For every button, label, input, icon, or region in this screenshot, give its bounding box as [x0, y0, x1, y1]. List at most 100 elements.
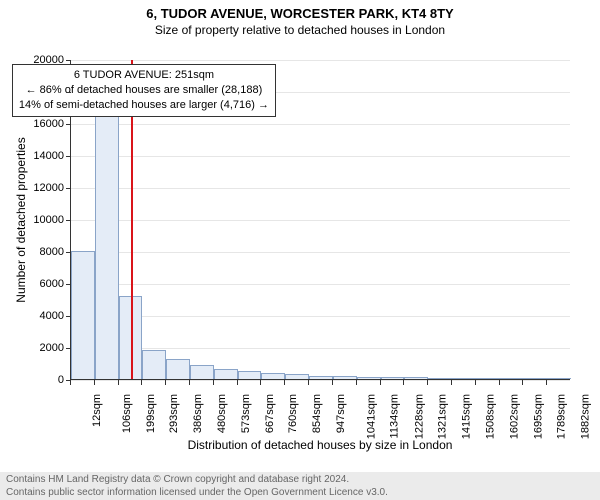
x-tick-label: 199sqm — [145, 394, 157, 433]
x-tick-label: 667sqm — [264, 394, 276, 433]
plot-area: 6 TUDOR AVENUE: 251sqm ← 86% of detached… — [70, 60, 570, 380]
x-tick-mark — [237, 380, 238, 385]
histogram-bar — [309, 376, 333, 379]
x-tick-mark — [499, 380, 500, 385]
x-tick-label: 1041sqm — [365, 394, 377, 439]
gridline — [71, 284, 570, 285]
histogram-bar — [95, 107, 119, 379]
gridline — [71, 316, 570, 317]
histogram-bar — [261, 373, 285, 379]
x-tick-label: 1228sqm — [413, 394, 425, 439]
x-tick-label: 1134sqm — [388, 394, 400, 438]
y-tick-label: 8000 — [4, 246, 64, 258]
x-tick-mark — [356, 380, 357, 385]
x-tick-mark — [308, 380, 309, 385]
y-tick-label: 6000 — [4, 278, 64, 290]
y-tick-mark — [66, 252, 71, 253]
x-tick-label: 386sqm — [192, 394, 204, 433]
histogram-bar — [71, 251, 95, 379]
x-tick-label: 1882sqm — [579, 394, 591, 439]
histogram-bar — [476, 378, 500, 379]
gridline — [71, 60, 570, 61]
x-tick-label: 1415sqm — [460, 394, 472, 439]
x-tick-label: 1321sqm — [437, 394, 449, 439]
x-tick-mark — [165, 380, 166, 385]
x-tick-mark — [380, 380, 381, 385]
y-tick-label: 14000 — [4, 150, 64, 162]
footer-line-2: Contains public sector information licen… — [6, 486, 594, 499]
annotation-line-1: 6 TUDOR AVENUE: 251sqm — [19, 68, 269, 83]
histogram-bar — [523, 378, 547, 379]
x-tick-mark — [94, 380, 95, 385]
x-tick-mark — [427, 380, 428, 385]
gridline — [71, 188, 570, 189]
y-tick-mark — [66, 316, 71, 317]
gridline — [71, 348, 570, 349]
chart-title: 6, TUDOR AVENUE, WORCESTER PARK, KT4 8TY — [0, 0, 600, 21]
x-tick-label: 12sqm — [91, 394, 103, 427]
x-tick-label: 293sqm — [169, 394, 181, 433]
histogram-bar — [333, 376, 357, 379]
y-tick-mark — [66, 60, 71, 61]
histogram-bar — [547, 378, 571, 379]
x-tick-label: 573sqm — [240, 394, 252, 433]
y-tick-label: 4000 — [4, 310, 64, 322]
histogram-bar — [500, 378, 524, 379]
annotation-box: 6 TUDOR AVENUE: 251sqm ← 86% of detached… — [12, 64, 276, 117]
histogram-bar — [357, 377, 381, 379]
x-tick-mark — [451, 380, 452, 385]
histogram-bar — [166, 359, 190, 379]
x-tick-mark — [118, 380, 119, 385]
x-tick-label: 854sqm — [311, 394, 323, 433]
x-tick-mark — [332, 380, 333, 385]
histogram-bar — [285, 374, 309, 379]
annotation-line-2: ← 86% of detached houses are smaller (28… — [19, 83, 269, 98]
x-tick-mark — [475, 380, 476, 385]
x-tick-label: 947sqm — [335, 394, 347, 433]
gridline — [71, 124, 570, 125]
x-tick-mark — [403, 380, 404, 385]
x-tick-mark — [213, 380, 214, 385]
y-tick-mark — [66, 284, 71, 285]
y-tick-mark — [66, 156, 71, 157]
histogram-bar — [214, 369, 238, 379]
x-tick-label: 1695sqm — [532, 394, 544, 439]
y-tick-mark — [66, 188, 71, 189]
y-tick-label: 12000 — [4, 182, 64, 194]
x-tick-label: 480sqm — [216, 394, 228, 433]
attribution-footer: Contains HM Land Registry data © Crown c… — [0, 472, 600, 500]
y-tick-mark — [66, 348, 71, 349]
gridline — [71, 220, 570, 221]
y-tick-label: 16000 — [4, 118, 64, 130]
histogram-bar — [190, 365, 214, 379]
histogram-bar — [142, 350, 166, 379]
x-tick-mark — [141, 380, 142, 385]
x-tick-mark — [546, 380, 547, 385]
x-tick-mark — [189, 380, 190, 385]
x-tick-mark — [260, 380, 261, 385]
gridline — [71, 252, 570, 253]
histogram-bar — [381, 377, 405, 379]
y-tick-label: 10000 — [4, 214, 64, 226]
x-tick-label: 1602sqm — [508, 394, 520, 439]
x-axis-label: Distribution of detached houses by size … — [70, 438, 570, 452]
x-tick-label: 106sqm — [121, 394, 133, 433]
x-tick-mark — [284, 380, 285, 385]
histogram-bar — [238, 371, 262, 379]
y-tick-label: 2000 — [4, 342, 64, 354]
histogram-bar — [452, 378, 476, 379]
histogram-bar — [404, 377, 428, 379]
x-tick-container: 12sqm 106sqm 199sqm 293sqm 386sqm 480sqm 573sq… — [70, 380, 570, 440]
y-tick-mark — [66, 124, 71, 125]
x-tick-mark — [70, 380, 71, 385]
y-tick-label: 0 — [4, 374, 64, 386]
x-tick-label: 1508sqm — [484, 394, 496, 439]
footer-line-1: Contains HM Land Registry data © Crown c… — [6, 473, 594, 486]
x-tick-label: 1789sqm — [556, 394, 568, 439]
y-tick-mark — [66, 220, 71, 221]
annotation-line-3: 14% of semi-detached houses are larger (… — [19, 98, 269, 113]
histogram-bar — [428, 378, 452, 379]
y-tick-mark — [66, 92, 71, 93]
x-tick-label: 760sqm — [288, 394, 300, 433]
x-tick-mark — [522, 380, 523, 385]
